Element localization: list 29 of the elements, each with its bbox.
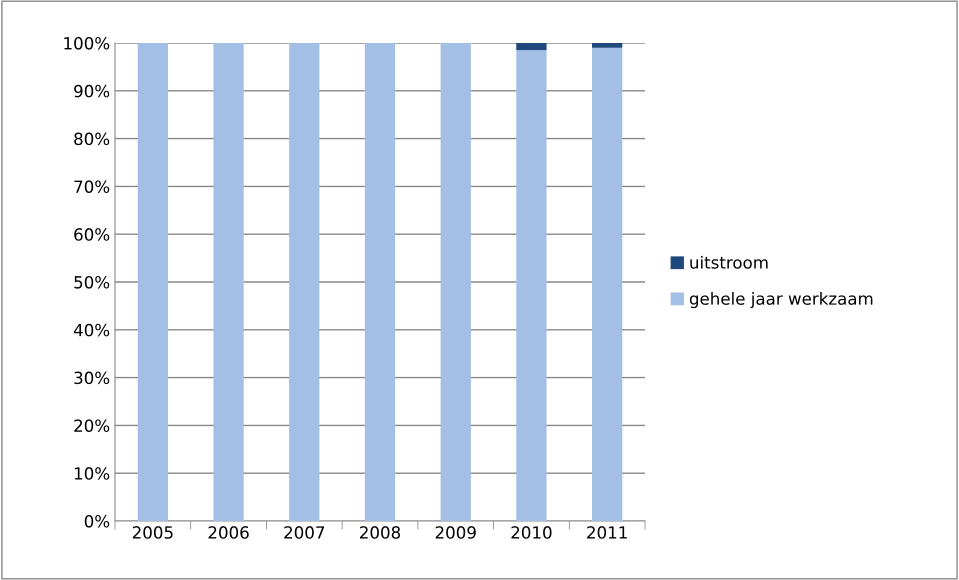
y-tick-label: 100% — [64, 36, 110, 50]
x-tick-label: 2006 — [208, 526, 249, 539]
bar — [289, 43, 320, 521]
bar — [440, 43, 471, 521]
legend-label: gehele jaar werkzaam — [690, 292, 872, 308]
y-tick-label: 10% — [74, 467, 110, 480]
x-tick-label: 2008 — [360, 526, 400, 539]
x-tick-label: 2005 — [132, 526, 173, 539]
legend-label: uitstroom — [690, 256, 768, 269]
bar — [516, 43, 547, 50]
bar — [213, 43, 244, 521]
bar — [592, 43, 622, 48]
x-tick-label: 2010 — [511, 526, 552, 539]
y-tick-label: 40% — [74, 324, 110, 336]
y-tick-label: 60% — [74, 228, 110, 241]
bar — [592, 48, 622, 521]
y-tick-label: 50% — [74, 276, 110, 289]
x-tick-label: 2011 — [587, 526, 627, 539]
y-tick-label: 80% — [74, 132, 110, 146]
x-tick-label: 2009 — [436, 526, 476, 539]
y-tick-label: 20% — [74, 419, 110, 432]
bar — [364, 43, 396, 521]
y-tick-label: 0% — [84, 514, 110, 528]
x-tick-label: 2007 — [284, 526, 324, 539]
y-tick-label: 70% — [74, 180, 110, 193]
y-tick-label: 90% — [74, 84, 110, 98]
bar — [516, 50, 547, 521]
bar — [138, 43, 168, 521]
y-tick-label: 30% — [74, 372, 110, 384]
